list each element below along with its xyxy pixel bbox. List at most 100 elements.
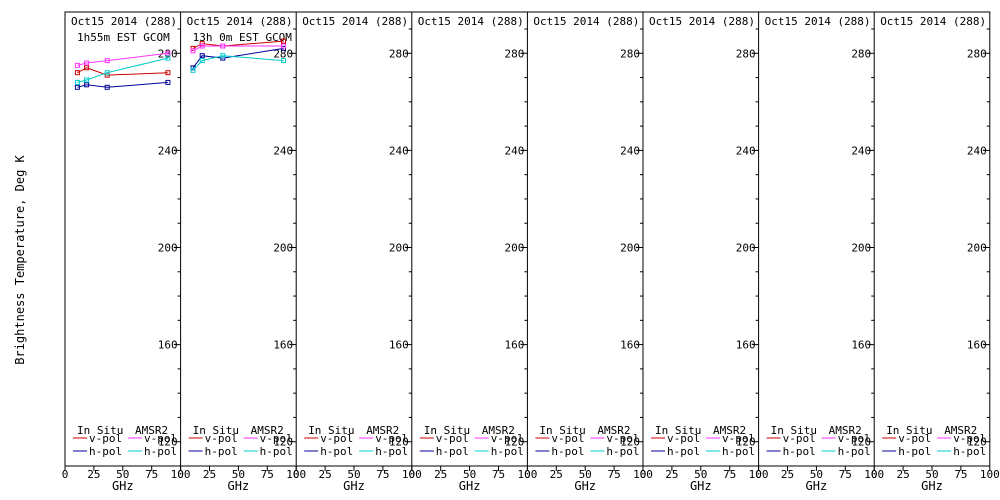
y-tick-label: 160 [158, 339, 178, 352]
series-line [192, 45, 284, 52]
y-tick-label: 160 [389, 339, 409, 352]
legend-label: v-pol [783, 432, 816, 445]
data-point [281, 58, 286, 64]
x-tick-label: 100 [402, 468, 422, 481]
y-tick-label: 200 [273, 241, 293, 254]
legend-label: v-pol [436, 432, 469, 445]
x-tick-label: 100 [171, 468, 191, 481]
legend-label: v-pol [320, 432, 353, 445]
panel-2: Oct15 2014 (288) 13h 0m EST GCOM 120 160 200… [177, 12, 306, 493]
panel-3: Oct15 2014 (288) 120 160 200 240 280 0 25 50 75 10… [293, 12, 422, 493]
legend-label: v-pol [375, 432, 408, 445]
y-tick-label: 120 [851, 436, 871, 449]
x-tick-label: 75 [839, 468, 852, 481]
data-point [199, 58, 205, 64]
x-tick-label: 75 [376, 468, 389, 481]
x-tick-label: 50 [579, 468, 592, 481]
y-tick-label: 160 [851, 339, 871, 352]
y-tick-label: 240 [505, 144, 525, 157]
x-tick-label: 100 [517, 468, 537, 481]
x-tick-label: 75 [607, 468, 620, 481]
series-line [192, 47, 284, 69]
data-point [190, 48, 196, 54]
data-point [74, 79, 80, 85]
panel-title: Oct15 2014 (288) [302, 15, 408, 28]
y-tick-label: 160 [505, 339, 525, 352]
legend-title-amsr2: AMSR2 [829, 424, 862, 437]
x-tick-label: 75 [145, 468, 158, 481]
x-tick-label: 50 [694, 468, 707, 481]
legend-title-amsr2: AMSR2 [713, 424, 746, 437]
x-tick-label: 50 [232, 468, 245, 481]
panel-title: Oct15 2014 (288) [649, 15, 755, 28]
x-tick-label: 25 [896, 468, 909, 481]
x-axis-label: GHz [806, 479, 828, 493]
x-tick-label: 25 [87, 468, 100, 481]
series-line [77, 67, 168, 76]
x-tick-label: 100 [749, 468, 769, 481]
x-tick-label: 25 [665, 468, 678, 481]
legend-label: v-pol [953, 432, 986, 445]
legend-label: h-pol [260, 445, 293, 458]
y-tick-label: 280 [736, 47, 756, 60]
series-line [192, 40, 284, 49]
legend-label: v-pol [205, 432, 238, 445]
y-tick-label: 240 [273, 144, 293, 157]
x-tick-label: 75 [261, 468, 274, 481]
legend-label: h-pol [144, 445, 177, 458]
data-point [74, 84, 80, 90]
data-point [190, 67, 196, 73]
panel-subtitle: 13h 0m EST GCOM [193, 31, 293, 44]
legend-title-amsr2: AMSR2 [482, 424, 515, 437]
legend-title-amsr2: AMSR2 [597, 424, 630, 437]
series-line [192, 55, 284, 71]
legend-title-insitu: In Situ [308, 424, 354, 437]
y-tick-label: 280 [851, 47, 871, 60]
legend-label: h-pol [320, 445, 353, 458]
legend-title-insitu: In Situ [424, 424, 470, 437]
data-point [84, 65, 90, 71]
x-tick-label: 100 [633, 468, 653, 481]
x-tick-label: 0 [293, 468, 300, 481]
y-tick-label: 240 [389, 144, 409, 157]
x-tick-label: 25 [318, 468, 331, 481]
legend-title-amsr2: AMSR2 [135, 424, 168, 437]
x-tick-label: 25 [781, 468, 794, 481]
x-tick-label: 100 [864, 468, 884, 481]
legend-label: h-pol [205, 445, 238, 458]
legend-label: h-pol [783, 445, 816, 458]
y-tick-label: 200 [158, 241, 178, 254]
legend-label: v-pol [838, 432, 871, 445]
x-tick-label: 50 [810, 468, 823, 481]
x-tick-label: 0 [640, 468, 647, 481]
panel-4: Oct15 2014 (288) 120 160 200 240 280 0 25 50 75 10… [408, 12, 537, 493]
legend-label: v-pol [491, 432, 524, 445]
data-point [199, 43, 205, 49]
legend-label: h-pol [551, 445, 584, 458]
x-tick-label: 0 [755, 468, 762, 481]
y-tick-label: 120 [620, 436, 640, 449]
y-tick-label: 280 [273, 47, 293, 60]
x-axis-label: GHz [690, 479, 712, 493]
y-tick-label: 200 [620, 241, 640, 254]
legend-title-insitu: In Situ [77, 424, 123, 437]
series-4 [74, 55, 171, 85]
data-point [165, 79, 171, 85]
y-tick-label: 200 [505, 241, 525, 254]
panel-1: Oct15 2014 (288) 1h55m EST GCOM 120 160 200 2… [62, 15, 191, 493]
x-tick-label: 0 [62, 468, 69, 481]
x-axis-label: GHz [921, 479, 943, 493]
x-tick-label: 25 [203, 468, 216, 481]
y-tick-label: 280 [620, 47, 640, 60]
data-point [199, 53, 205, 59]
x-tick-label: 75 [492, 468, 505, 481]
y-tick-label: 240 [851, 144, 871, 157]
y-tick-label: 280 [967, 47, 987, 60]
x-axis-label: GHz [574, 479, 596, 493]
legend-label: h-pol [491, 445, 524, 458]
data-point [84, 82, 90, 88]
y-tick-label: 240 [158, 144, 178, 157]
